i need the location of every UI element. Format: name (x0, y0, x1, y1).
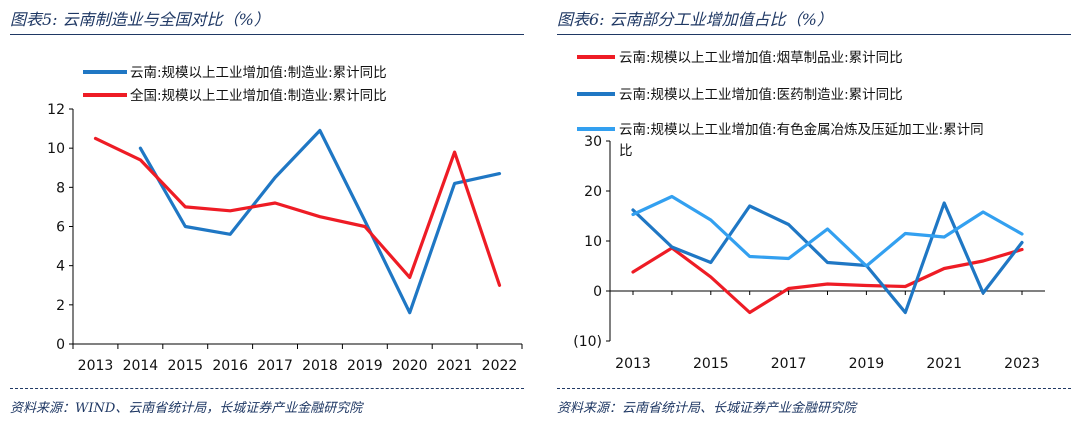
left-legend: 云南:规模以上工业增加值:制造业:累计同比 全国:规模以上工业增加值:制造业:累… (83, 65, 387, 104)
left-chart-title: 图表5: 云南制造业与全国对比（%） (10, 10, 270, 29)
left-x-tick-label: 2015 (167, 358, 203, 374)
left-legend-label-national: 全国:规模以上工业增加值:制造业:累计同比 (130, 87, 387, 104)
left-y-tick-label: 10 (47, 141, 65, 157)
left-series (93, 128, 502, 315)
left-x-tick-label: 2020 (392, 358, 428, 374)
left-x-tick-label: 2022 (482, 358, 518, 374)
left-x-ticks: 2013 2014 2015 2016 2017 2018 2019 2020 2021 2022 (72, 344, 523, 374)
right-legend-label-metals-line1: 云南:规模以上工业增加值:有色金属冶炼及压延加工业:累计同 (619, 121, 984, 138)
right-y-tick-label: 0 (593, 284, 602, 300)
right-y-tick-label: 10 (584, 234, 602, 250)
right-legend-label-pharma: 云南:规模以上工业增加值:医药制造业:累计同比 (619, 87, 903, 103)
left-y-tick-label: 2 (56, 298, 65, 314)
right-chart-title: 图表6: 云南部分工业增加值占比（%） (557, 10, 833, 29)
right-series-line-0 (631, 246, 1024, 315)
left-x-tick-label: 2017 (257, 358, 293, 374)
right-x-tick-label: 2017 (771, 356, 807, 372)
right-y-tick-label: 30 (584, 134, 602, 150)
left-x-tick-label: 2016 (212, 358, 248, 374)
left-y-tick-label: 4 (56, 259, 65, 275)
left-source-rule (10, 388, 524, 389)
left-series-line-1 (93, 136, 502, 287)
left-y-tick-label: 6 (56, 220, 65, 236)
right-x-tick-label: 2021 (926, 356, 962, 372)
right-legend: 云南:规模以上工业增加值:烟草制品业:累计同比 云南:规模以上工业增加值:医药制… (577, 50, 984, 159)
left-legend-label-yunnan: 云南:规模以上工业增加值:制造业:累计同比 (130, 65, 387, 81)
right-chart: (10) 0 10 20 30 2013 2015 2017 2019 2021 2023 云南:… (573, 50, 1045, 372)
left-x-tick-label: 2018 (302, 358, 338, 374)
right-series (631, 194, 1024, 315)
right-legend-label-metals-line2: 比 (619, 143, 633, 159)
left-y-tick-label: 12 (47, 102, 65, 118)
left-series-line-0 (138, 128, 502, 315)
right-y-tick-label: 20 (584, 184, 602, 200)
right-source-note: 资料来源：云南省统计局、长城证券产业金融研究院 (557, 401, 857, 416)
left-title-rule (10, 34, 524, 35)
right-series-line-1 (631, 201, 1024, 315)
left-source-note: 资料来源：WIND、云南省统计局，长城证券产业金融研究院 (10, 401, 363, 416)
right-x-tick-label: 2023 (1004, 356, 1040, 372)
left-x-tick-label: 2013 (78, 358, 114, 374)
right-legend-label-tobacco: 云南:规模以上工业增加值:烟草制品业:累计同比 (619, 50, 903, 66)
right-x-tick-label: 2019 (849, 356, 885, 372)
left-x-tick-label: 2021 (437, 358, 473, 374)
right-y-ticks: (10) 0 10 20 30 (573, 134, 610, 350)
right-source-rule (557, 388, 1071, 389)
right-title-rule (557, 34, 1071, 35)
left-y-tick-label: 8 (56, 180, 65, 196)
left-y-ticks: 0 2 4 6 8 10 12 (47, 102, 73, 353)
right-x-tick-label: 2015 (693, 356, 729, 372)
right-y-tick-label: (10) (573, 334, 602, 350)
right-x-tick-label: 2013 (615, 356, 651, 372)
right-series-line-2 (631, 194, 1024, 268)
right-x-ticks: 2013 2015 2017 2019 2021 2023 (615, 291, 1040, 372)
left-x-tick-label: 2019 (347, 358, 383, 374)
left-x-tick-label: 2014 (123, 358, 159, 374)
left-y-tick-label: 0 (56, 337, 65, 353)
